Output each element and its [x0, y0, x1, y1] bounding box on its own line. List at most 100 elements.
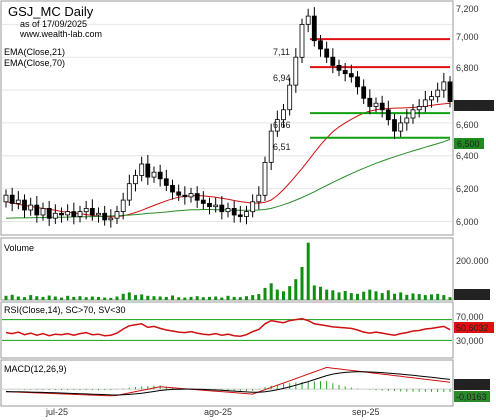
- rsi-last-value: 50,6032: [456, 323, 489, 333]
- volume-bar: [232, 296, 236, 300]
- candle-body: [392, 119, 397, 132]
- candle-body: [188, 193, 194, 198]
- volume-bar: [245, 296, 248, 300]
- candle-body: [398, 122, 404, 132]
- volume-bar: [300, 267, 304, 300]
- volume-last-value: 18.167: [457, 290, 485, 300]
- volume-bar: [35, 296, 39, 300]
- candle-body: [225, 207, 231, 213]
- volume-bar: [226, 295, 230, 300]
- volume-bar: [90, 296, 94, 300]
- volume-bar: [257, 294, 261, 300]
- volume-bar: [220, 297, 224, 300]
- candle-body: [404, 117, 410, 124]
- volume-bar: [362, 291, 366, 300]
- y-tick-7200: 7,200: [456, 4, 479, 14]
- level-label-666: 6,66: [273, 120, 291, 130]
- candle-body: [102, 212, 108, 221]
- candle-body: [441, 81, 447, 91]
- ema70-value: 6,500: [457, 139, 480, 149]
- candle-body: [151, 171, 157, 178]
- x-tick-ago: ago-25: [204, 407, 232, 417]
- candle-body: [170, 184, 175, 193]
- volume-bar: [368, 289, 372, 300]
- level-label-694: 6,94: [273, 73, 291, 83]
- volume-bar: [417, 294, 421, 300]
- volume-bar: [312, 285, 316, 300]
- candle-body: [268, 130, 274, 163]
- candle-body: [318, 40, 323, 50]
- macd-value-tag: [454, 379, 490, 390]
- volume-bar: [109, 297, 113, 300]
- macd-panel[interactable]: [0, 359, 454, 407]
- candle-body: [274, 119, 280, 132]
- candle-body: [281, 109, 286, 121]
- volume-bar: [282, 291, 285, 300]
- volume-bar: [152, 296, 156, 300]
- volume-tick: 200.000: [456, 256, 489, 266]
- volume-bar: [343, 291, 347, 300]
- candle-body: [65, 211, 71, 216]
- volume-bar: [47, 295, 51, 300]
- candle-body: [114, 211, 120, 219]
- ema70-label: EMA(Close,70): [4, 58, 65, 68]
- rsi-panel[interactable]: [0, 301, 454, 359]
- volume-bar: [356, 293, 359, 300]
- candle-body: [435, 89, 441, 98]
- candle-body: [447, 81, 453, 103]
- candle-body: [89, 207, 95, 216]
- candle-body: [293, 56, 299, 86]
- candle-body: [52, 212, 58, 219]
- volume-bar: [386, 290, 390, 300]
- x-tick-sep: sep-25: [352, 407, 380, 417]
- volume-bar: [214, 296, 218, 300]
- candle-body: [231, 207, 237, 216]
- volume-bar: [201, 297, 205, 300]
- volume-panel[interactable]: [0, 237, 454, 301]
- volume-bar: [53, 296, 57, 300]
- candle-body: [157, 171, 163, 180]
- chart-date: as of 17/09/2025: [20, 19, 87, 29]
- candle-body: [194, 193, 200, 201]
- candle-body: [416, 106, 422, 111]
- candle-body: [9, 194, 15, 204]
- rsi-line: [5, 317, 451, 337]
- candle-body: [133, 175, 138, 185]
- last-price-tag: [454, 100, 494, 111]
- candle-body: [46, 207, 52, 219]
- y-tick-6600: 6,600: [456, 120, 479, 130]
- volume-bar: [294, 279, 298, 300]
- candle-body: [256, 194, 262, 203]
- candle-body: [182, 194, 188, 198]
- chart-title: GSJ_MC Daily: [8, 4, 94, 19]
- volume-bar: [208, 296, 211, 300]
- volume-bar: [78, 296, 82, 300]
- volume-bar: [288, 286, 292, 300]
- volume-bar: [4, 295, 8, 300]
- volume-bar: [337, 292, 341, 300]
- volume-bar: [41, 296, 45, 300]
- rsi-series: [2, 317, 452, 341]
- candle-body: [324, 48, 330, 58]
- candle-body: [3, 194, 9, 203]
- volume-bar: [195, 296, 199, 300]
- macd-series: [2, 366, 452, 397]
- volume-bar: [430, 294, 433, 300]
- volume-bar: [60, 297, 63, 300]
- volume-bar: [325, 289, 329, 300]
- candle-body: [213, 204, 219, 208]
- volume-bar: [349, 293, 353, 300]
- signal-value-tag: [454, 391, 490, 402]
- volume-bar: [140, 294, 144, 300]
- volume-bar: [23, 297, 26, 300]
- candle-body: [305, 15, 311, 25]
- volume-bars: [4, 242, 452, 300]
- volume-bar: [158, 296, 162, 300]
- candle-body: [59, 212, 64, 216]
- macd-line: [5, 366, 451, 397]
- volume-bar: [405, 294, 409, 300]
- signal-value: -0,0163: [456, 392, 487, 402]
- volume-bar: [115, 296, 119, 300]
- candle-body: [287, 84, 293, 111]
